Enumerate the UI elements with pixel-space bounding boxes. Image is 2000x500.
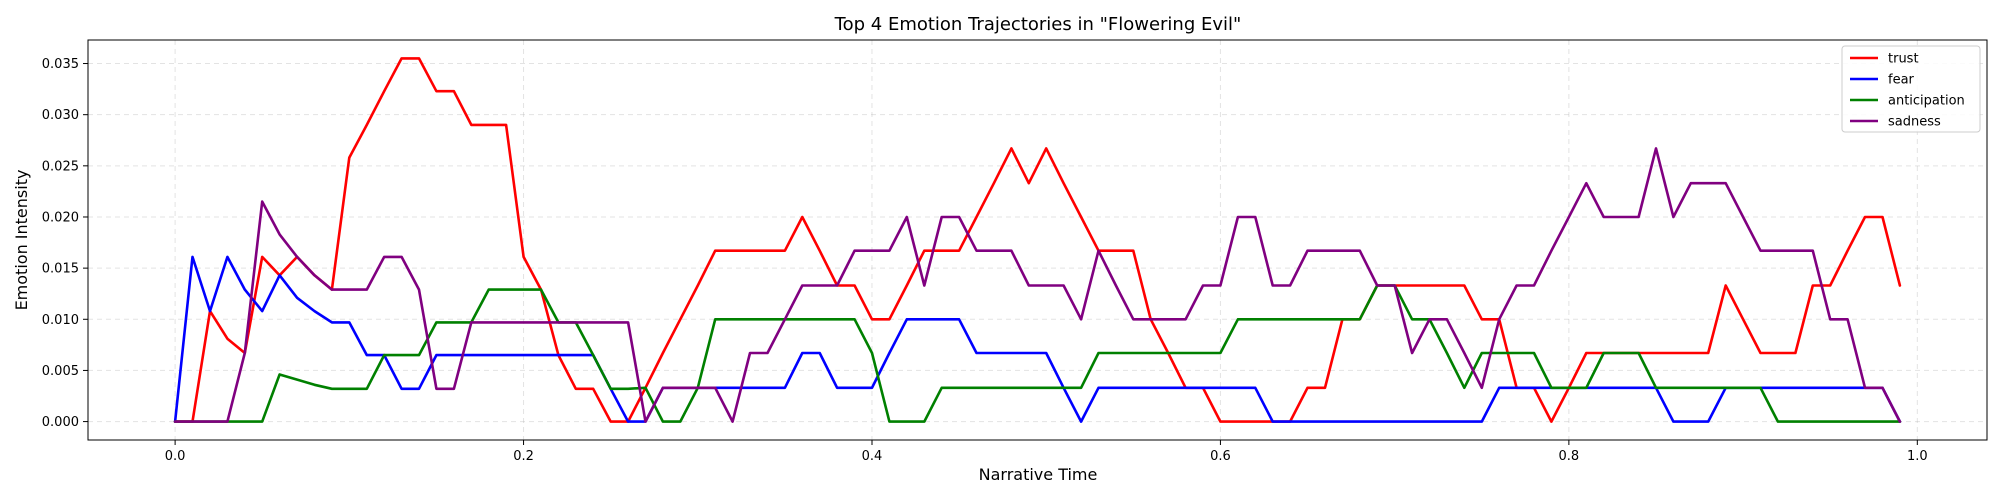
x-tick-label: 1.0 bbox=[1907, 449, 1928, 464]
y-tick-label: 0.000 bbox=[42, 415, 79, 430]
chart-title: Top 4 Emotion Trajectories in "Flowering… bbox=[834, 14, 1242, 35]
y-tick-label: 0.015 bbox=[42, 262, 79, 277]
y-tick-label: 0.030 bbox=[42, 108, 79, 123]
y-axis-ticks: 0.000 0.005 0.010 0.015 0.020 0.025 0.030 0.035 bbox=[42, 57, 88, 430]
x-tick-label: 0.2 bbox=[513, 449, 534, 464]
legend-label-anticipation: anticipation bbox=[1888, 94, 1965, 109]
y-tick-label: 0.005 bbox=[42, 364, 79, 379]
series-line-fear bbox=[173, 255, 1902, 423]
x-tick-label: 0.0 bbox=[165, 449, 186, 464]
x-tick-label: 0.6 bbox=[1210, 449, 1231, 464]
legend-box bbox=[1841, 45, 1981, 133]
y-tick-label: 0.010 bbox=[42, 313, 79, 328]
legend-label-trust: trust bbox=[1888, 52, 1919, 67]
y-tick-label: 0.025 bbox=[42, 159, 79, 174]
x-axis-label: Narrative Time bbox=[979, 465, 1098, 484]
y-tick-label: 0.020 bbox=[42, 210, 79, 225]
series-line-sadness bbox=[173, 147, 1902, 423]
series-lines bbox=[173, 57, 1902, 423]
x-axis-ticks: 0.0 0.2 0.4 0.6 0.8 1.0 bbox=[165, 440, 1928, 464]
legend-label-sadness: sadness bbox=[1888, 115, 1941, 130]
y-axis-label: Emotion Intensity bbox=[12, 170, 31, 311]
legend: trust fear anticipation sadness bbox=[1841, 45, 1981, 133]
series-line-anticipation bbox=[173, 284, 1902, 423]
x-tick-label: 0.4 bbox=[862, 449, 883, 464]
y-tick-label: 0.035 bbox=[42, 57, 79, 72]
grid bbox=[88, 40, 1987, 440]
x-tick-label: 0.8 bbox=[1559, 449, 1580, 464]
legend-label-fear: fear bbox=[1888, 73, 1915, 88]
plot-frame bbox=[87, 39, 1988, 441]
